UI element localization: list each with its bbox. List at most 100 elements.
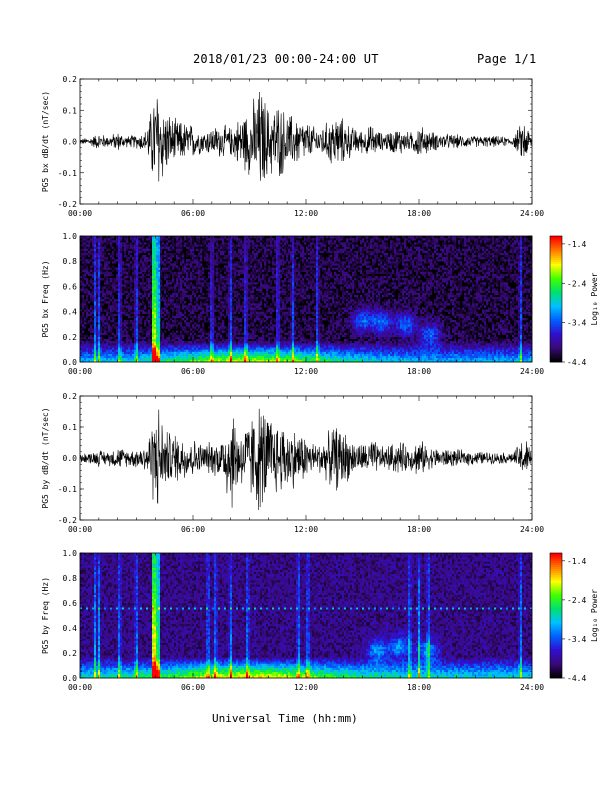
spectrogram-cell <box>242 343 244 345</box>
spectrogram-cell <box>152 284 154 286</box>
spectrogram-cell <box>180 244 182 246</box>
spectrogram-cell <box>258 259 260 261</box>
spectrogram-cell <box>244 343 246 345</box>
spectrogram-cell <box>214 240 216 242</box>
spectrogram-cell <box>110 341 112 343</box>
spectrogram-cell <box>106 341 108 343</box>
spectrogram-cell <box>118 326 120 328</box>
spectrogram-cell <box>290 333 292 335</box>
spectrogram-cell <box>190 284 192 286</box>
spectrogram-cell <box>136 310 138 312</box>
spectrogram-cell <box>284 305 286 307</box>
spectrogram-cell <box>282 305 284 307</box>
spectrogram-cell <box>212 240 214 242</box>
spectrogram-cell <box>136 343 138 345</box>
spectrogram-cell <box>92 261 94 263</box>
spectrogram-cell <box>246 331 248 333</box>
spectrogram-cell <box>174 289 176 291</box>
spectrogram-cell <box>94 280 96 282</box>
spectrogram-cell <box>120 358 122 360</box>
spectrogram-cell <box>134 278 136 280</box>
spectrogram-cell <box>222 282 224 284</box>
spectrogram-cell <box>112 278 114 280</box>
spectrogram-cell <box>100 263 102 265</box>
spectrogram-cell <box>152 322 154 324</box>
spectrogram-cell <box>168 335 170 337</box>
spectrogram-cell <box>240 333 242 335</box>
spectrogram-cell <box>88 320 90 322</box>
spectrogram-cell <box>160 295 162 297</box>
spectrogram-cell <box>164 278 166 280</box>
spectrogram-cell <box>290 274 292 276</box>
spectrogram-cell <box>274 358 276 360</box>
spectrogram-cell <box>150 301 152 303</box>
spectrogram-cell <box>196 270 198 272</box>
spectrogram-cell <box>212 352 214 354</box>
spectrogram-cell <box>130 282 132 284</box>
spectrogram-cell <box>278 278 280 280</box>
spectrogram-cell <box>228 305 230 307</box>
spectrogram-cell <box>288 284 290 286</box>
spectrogram-cell <box>272 310 274 312</box>
spectrogram-cell <box>226 247 228 249</box>
spectrogram-cell <box>116 331 118 333</box>
spectrogram-cell <box>290 337 292 339</box>
spectrogram-cell <box>116 314 118 316</box>
spectrogram-cell <box>256 347 258 349</box>
spectrogram-cell <box>148 337 150 339</box>
spectrogram-cell <box>180 354 182 356</box>
spectrogram-cell <box>284 291 286 293</box>
spectrogram-cell <box>254 265 256 267</box>
spectrogram-cell <box>218 341 220 343</box>
spectrogram-cell <box>244 259 246 261</box>
spectrogram-cell <box>170 358 172 360</box>
spectrogram-cell <box>276 318 278 320</box>
spectrogram-cell <box>182 268 184 270</box>
spectrogram-cell <box>270 341 272 343</box>
spectrogram-cell <box>136 286 138 288</box>
spectrogram-cell <box>110 242 112 244</box>
spectrogram-cell <box>258 268 260 270</box>
spectrogram-cell <box>204 242 206 244</box>
spectrogram-cell <box>256 244 258 246</box>
spectrogram-cell <box>230 240 232 242</box>
spectrogram-cell <box>276 284 278 286</box>
spectrogram-cell <box>104 274 106 276</box>
spectrogram-cell <box>112 274 114 276</box>
spectrogram-cell <box>262 341 264 343</box>
spectrogram-cell <box>228 276 230 278</box>
spectrogram-cell <box>136 270 138 272</box>
spectrogram-cell <box>178 303 180 305</box>
spectrogram-cell <box>190 272 192 274</box>
spectrogram-cell <box>170 343 172 345</box>
spectrogram-cell <box>216 324 218 326</box>
spectrogram-cell <box>224 345 226 347</box>
spectrogram-cell <box>102 249 104 251</box>
spectrogram-cell <box>282 272 284 274</box>
spectrogram-cell <box>228 339 230 341</box>
spectrogram-cell <box>262 318 264 320</box>
spectrogram-cell <box>152 247 154 249</box>
spectrogram-cell <box>164 356 166 358</box>
spectrogram-cell <box>288 331 290 333</box>
spectrogram-cell <box>100 358 102 360</box>
spectrogram-cell <box>184 244 186 246</box>
spectrogram-cell <box>88 253 90 255</box>
spectrogram-cell <box>240 341 242 343</box>
spectrogram-cell <box>150 289 152 291</box>
spectrogram-cell <box>128 270 130 272</box>
spectrogram-cell <box>266 286 268 288</box>
spectrogram-cell <box>196 307 198 309</box>
spectrogram-cell <box>208 303 210 305</box>
spectrogram-cell <box>98 318 100 320</box>
spectrogram-cell <box>152 257 154 259</box>
spectrogram-cell <box>220 270 222 272</box>
spectrogram-cell <box>100 354 102 356</box>
spectrogram-cell <box>242 293 244 295</box>
spectrogram-cell <box>244 244 246 246</box>
spectrogram-cell <box>274 347 276 349</box>
spectrogram-cell <box>194 328 196 330</box>
spectrogram-cell <box>154 320 156 322</box>
spectrogram-cell <box>258 347 260 349</box>
spectrogram-cell <box>246 312 248 314</box>
